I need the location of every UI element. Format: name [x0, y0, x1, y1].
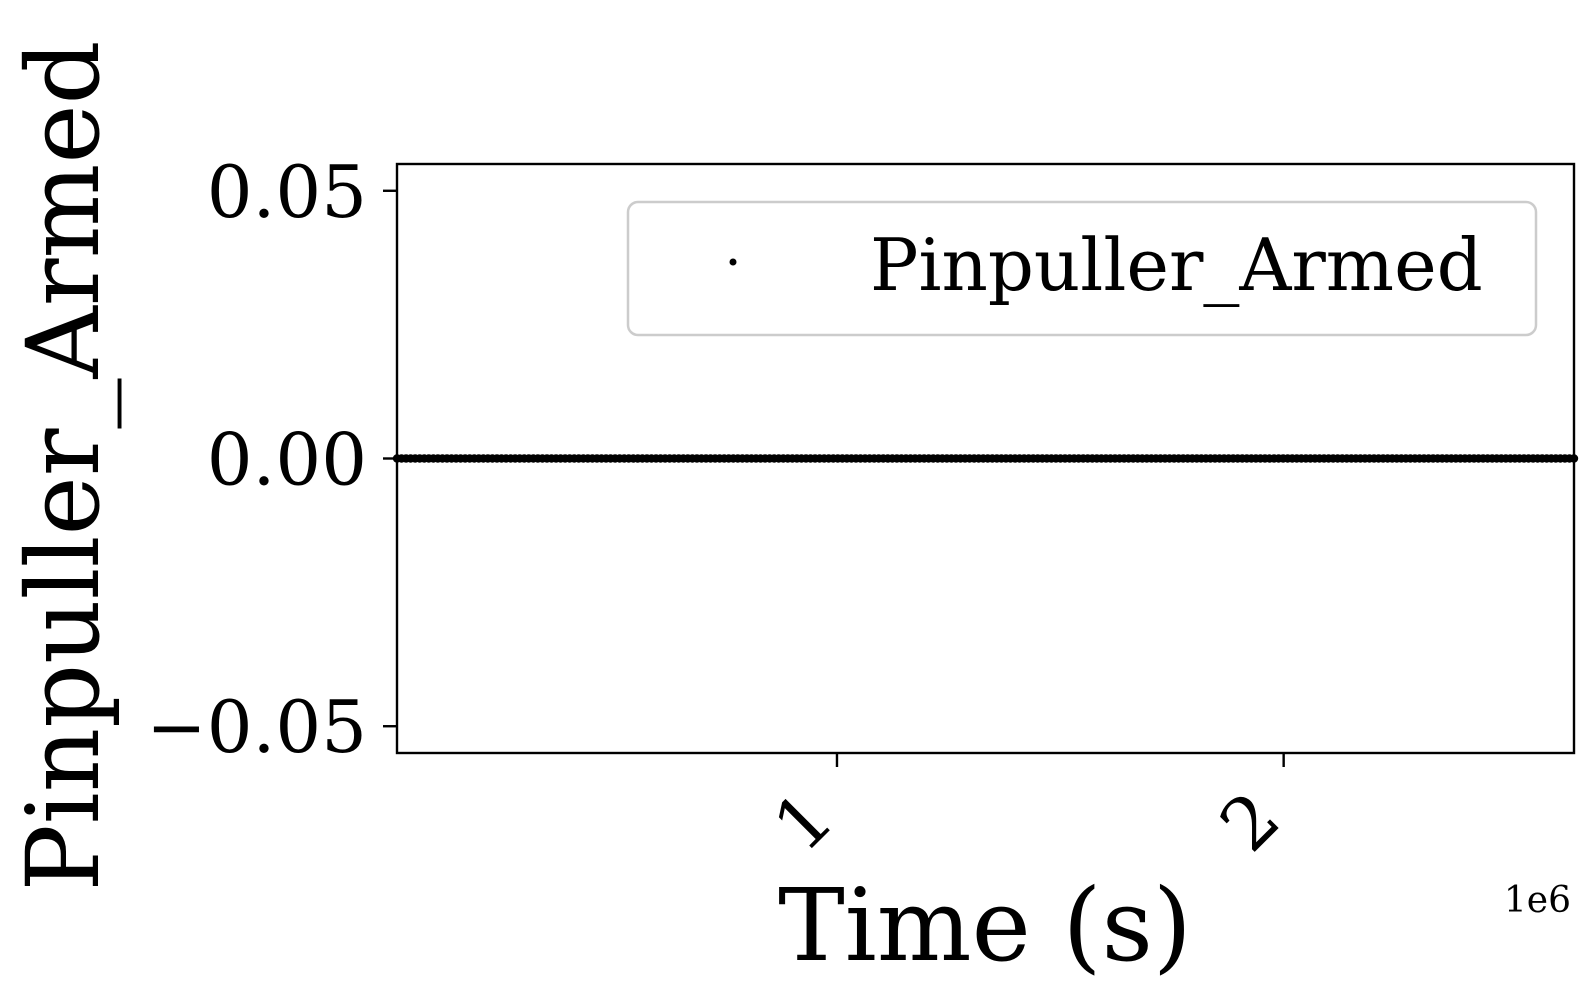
y-tick-label: 0.00 [207, 418, 367, 502]
legend-label: Pinpuller_Armed [870, 223, 1483, 307]
y-tick-label: −0.05 [146, 685, 367, 769]
legend-marker [729, 258, 737, 266]
y-axis-title: Pinpuller_Armed [5, 40, 122, 891]
x-offset-label: 1e6 [1504, 880, 1571, 921]
series-layer [392, 454, 1579, 463]
y-tick-label: 0.05 [207, 150, 367, 234]
y-axis: 0.05 0.00 −0.05 [146, 150, 397, 769]
x-axis-title: Time (s) [778, 867, 1192, 984]
legend-box [626, 200, 1538, 337]
legend: Pinpuller_Armed [626, 200, 1538, 337]
